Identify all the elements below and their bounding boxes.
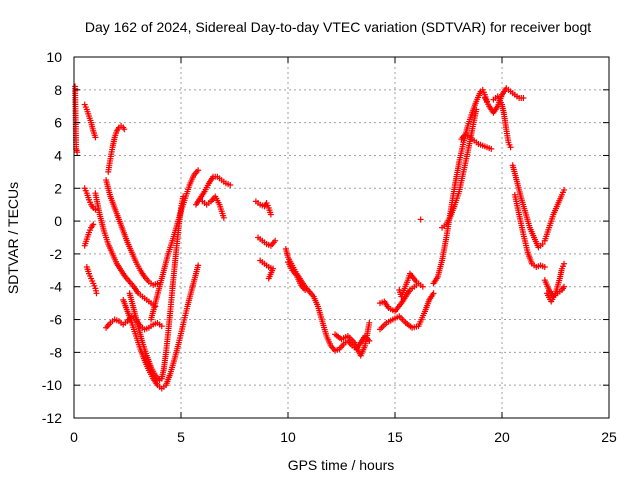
y-tick-label: -8 — [50, 344, 63, 360]
data-point — [154, 280, 161, 287]
data-point — [419, 283, 426, 290]
sat-trace-v — [377, 280, 426, 315]
sat-trace-o — [252, 198, 274, 218]
y-tick-label: -12 — [42, 410, 62, 426]
y-tick-label: 8 — [54, 82, 62, 98]
y-tick-label: 0 — [54, 213, 62, 229]
sat-trace-z — [439, 106, 480, 231]
plot-frame — [73, 56, 610, 419]
sat-trace-t — [332, 319, 373, 359]
data-point — [413, 278, 420, 285]
x-tick-label: 25 — [601, 429, 617, 445]
sat-trace-n — [199, 193, 227, 221]
sat-trace-h — [105, 122, 128, 175]
sat-trace-aa — [458, 131, 495, 152]
data-point — [121, 126, 128, 133]
data-point — [158, 323, 165, 330]
data-point — [302, 287, 309, 294]
data-point — [366, 319, 373, 326]
data-point — [93, 290, 100, 297]
sat-trace-m — [192, 173, 234, 208]
x-tick-label: 10 — [280, 429, 296, 445]
sat-trace-x — [417, 216, 424, 223]
data-point — [507, 144, 514, 151]
y-tick-label: 2 — [54, 180, 62, 196]
x-axis-label: GPS time / hours — [288, 457, 395, 473]
data-point — [195, 167, 202, 174]
sat-trace-u — [377, 290, 437, 333]
sat-trace-l — [148, 167, 202, 323]
sat-trace-ad — [509, 162, 546, 251]
data-point — [227, 181, 234, 188]
y-tick-label: -10 — [42, 377, 62, 393]
data-point — [417, 216, 424, 223]
data-point — [430, 290, 437, 297]
sat-trace-a — [72, 83, 81, 156]
data-point — [561, 260, 568, 267]
sat-trace-g — [103, 177, 161, 289]
data-point — [561, 186, 568, 193]
grid-layer — [74, 57, 609, 418]
data-point — [92, 134, 99, 141]
data-point — [561, 283, 568, 290]
sat-trace-b — [81, 101, 99, 141]
data-point — [488, 145, 495, 152]
sat-trace-ag — [541, 277, 568, 300]
y-tick-label: -6 — [50, 312, 63, 328]
data-point — [90, 221, 97, 228]
ticks-layer: 0 5 10 15 20 25 -12 -10 -8 -6 -4 -2 0 2 4 6 8 10 — [42, 49, 617, 445]
data-point — [267, 211, 274, 218]
sat-trace-j — [120, 262, 202, 392]
y-axis-label: SDTVAR / TECUs — [5, 182, 21, 294]
sat-trace-p — [255, 234, 279, 249]
data-point — [541, 264, 548, 271]
sat-trace-k — [126, 193, 187, 384]
points-layer — [72, 83, 568, 392]
x-tick-label: 5 — [177, 429, 185, 445]
y-tick-label: 10 — [46, 49, 62, 65]
data-point — [473, 106, 480, 113]
data-point — [265, 275, 272, 282]
data-point — [195, 262, 202, 269]
data-point — [74, 149, 81, 156]
data-point — [272, 237, 279, 244]
sat-trace-d — [81, 221, 97, 249]
y-tick-label: 6 — [54, 115, 62, 131]
x-tick-label: 15 — [387, 429, 403, 445]
sat-trace-w — [396, 270, 420, 300]
sat-trace-f — [92, 190, 159, 310]
x-tick-label: 0 — [70, 429, 78, 445]
sat-trace-q — [257, 257, 277, 282]
sat-trace-af — [541, 186, 568, 244]
data-point — [366, 337, 373, 344]
y-tick-label: -4 — [50, 279, 63, 295]
x-tick-label: 20 — [494, 429, 510, 445]
chart-title: Day 162 of 2024, Sidereal Day-to-day VTE… — [85, 19, 591, 35]
data-point — [220, 214, 227, 221]
sat-trace-r — [282, 245, 373, 354]
sat-trace-ae — [511, 191, 548, 271]
y-tick-label: -2 — [50, 246, 63, 262]
sat-trace-s — [285, 259, 309, 294]
y-tick-label: 4 — [54, 147, 62, 163]
sat-trace-e — [83, 264, 100, 297]
sat-trace-ac — [490, 93, 514, 151]
data-point — [520, 95, 527, 102]
data-point — [539, 241, 546, 248]
sat-trace-ah — [543, 260, 568, 305]
